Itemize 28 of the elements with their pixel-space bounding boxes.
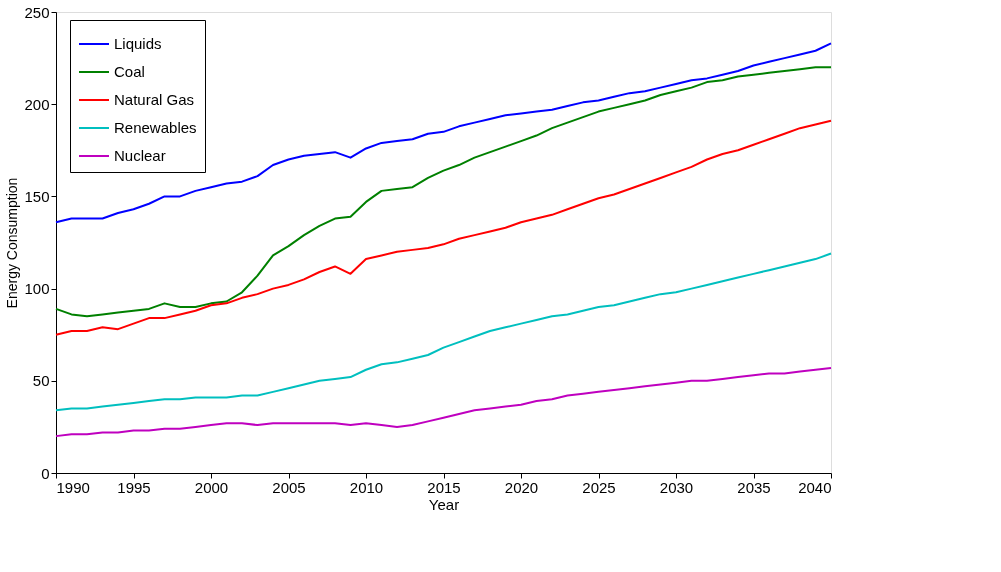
x-tick-label: 2030 bbox=[659, 478, 694, 496]
x-tick-label: 2015 bbox=[427, 478, 461, 496]
x-tick-label: 2035 bbox=[737, 478, 771, 496]
line-series bbox=[55, 252, 832, 412]
x-tick-label: 2010 bbox=[349, 478, 384, 496]
x-axis-title: Year bbox=[428, 495, 460, 513]
y-tick-label: 150 bbox=[24, 187, 50, 205]
legend-label: Nuclear bbox=[114, 147, 166, 164]
x-tick-label: 1990 bbox=[56, 478, 90, 496]
line-series bbox=[55, 366, 832, 438]
y-tick-label: 100 bbox=[24, 280, 50, 298]
y-tick-label: 50 bbox=[32, 372, 50, 390]
x-tick-label: 1995 bbox=[117, 478, 151, 496]
legend-label: Liquids bbox=[114, 35, 162, 52]
x-tick-label: 2005 bbox=[272, 478, 306, 496]
legend-label: Coal bbox=[114, 63, 145, 80]
x-tick-label: 2025 bbox=[582, 478, 616, 496]
line-series bbox=[55, 66, 832, 318]
legend-label: Natural Gas bbox=[114, 91, 195, 108]
x-tick-label: 2020 bbox=[504, 478, 539, 496]
y-tick-label: 250 bbox=[24, 3, 50, 21]
y-tick-label: 0 bbox=[41, 464, 50, 482]
y-tick-label: 200 bbox=[24, 95, 50, 113]
legend-label: Renewables bbox=[114, 119, 197, 136]
line-series bbox=[55, 119, 832, 336]
x-tick-label: 2000 bbox=[194, 478, 229, 496]
y-axis-title: Energy Consumption bbox=[4, 177, 21, 309]
x-tick-label: 2040 bbox=[798, 478, 832, 496]
